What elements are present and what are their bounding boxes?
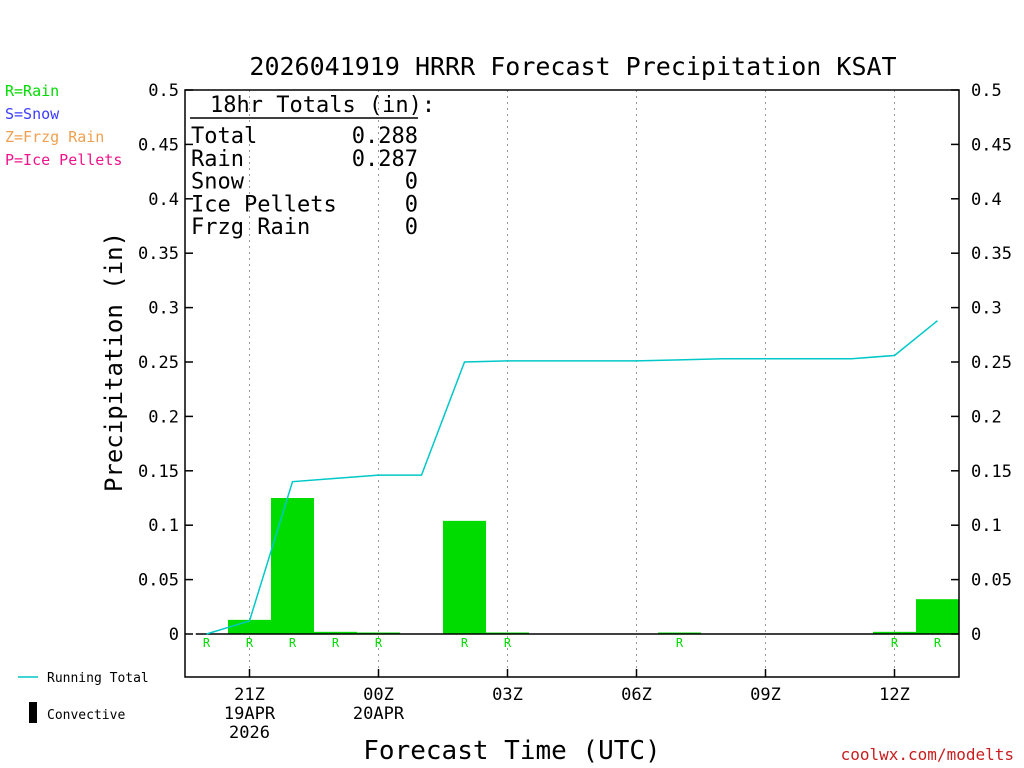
- precip-type-code: R: [676, 636, 684, 650]
- plot-frame: [184, 89, 960, 678]
- x-tick-label: 19APR: [224, 704, 276, 724]
- precip-type-code: R: [891, 636, 899, 650]
- series-legend: Running Total Convective: [18, 671, 149, 723]
- x-tick-label: 20APR: [353, 704, 405, 724]
- y-tick-label: 0: [169, 625, 179, 645]
- x-tick-label: 21Z: [234, 685, 265, 705]
- y-tick-label: 0.4: [971, 190, 1002, 210]
- rain-bar: [443, 520, 486, 634]
- totals-row-value: 0.287: [352, 147, 418, 172]
- bars: [228, 498, 959, 634]
- precip-type-code: R: [375, 636, 383, 650]
- precip-type-code: R: [246, 636, 254, 650]
- credit-text: coolwx.com/modelts: [841, 745, 1014, 764]
- precip-type-code: R: [203, 636, 211, 650]
- type-legend-item: P=Ice Pellets: [5, 151, 122, 169]
- totals-row-value: 0.288: [352, 124, 418, 149]
- y-tick-label: 0.3: [971, 299, 1002, 319]
- chart-title: 2026041919 HRRR Forecast Precipitation K…: [249, 52, 896, 81]
- y-tick-label: 0.05: [138, 571, 179, 591]
- rain-bar: [314, 631, 357, 634]
- y-tick-label: 0.2: [148, 407, 179, 427]
- precip-type-code: R: [934, 636, 942, 650]
- y-axis-label: Precipitation (in): [100, 232, 128, 492]
- y-tick-label: 0.45: [971, 135, 1012, 155]
- y-tick-label: 0.15: [971, 462, 1012, 482]
- y-tick-label: 0.15: [138, 462, 179, 482]
- rain-bar: [873, 631, 916, 634]
- y-tick-label: 0.25: [138, 353, 179, 373]
- y-tick-label: 0.3: [148, 299, 179, 319]
- convective-legend-label: Convective: [47, 708, 125, 723]
- y-tick-label: 0.25: [971, 353, 1012, 373]
- x-tick-label: 2026: [229, 723, 270, 743]
- y-axis-right: 0 0.05 0.1 0.15 0.2 0.25 0.3 0.35 0.4 0.45 0.5: [951, 81, 1012, 645]
- gridlines: [249, 90, 895, 677]
- rain-bar: [271, 498, 314, 634]
- running-total-legend-label: Running Total: [47, 671, 149, 686]
- running-total-line: [206, 320, 938, 635]
- rain-bar: [228, 619, 271, 634]
- totals-row-label: Snow: [191, 170, 245, 195]
- y-tick-label: 0.35: [138, 244, 179, 264]
- x-tick-label: 06Z: [621, 685, 652, 705]
- precip-type-code: R: [332, 636, 340, 650]
- totals-row-value: 0: [405, 170, 418, 195]
- x-tick-label: 09Z: [750, 685, 781, 705]
- x-tick-label: 00Z: [363, 685, 394, 705]
- y-tick-label: 0.35: [971, 244, 1012, 264]
- y-tick-label: 0.4: [148, 190, 179, 210]
- type-legend-item: S=Snow: [5, 105, 60, 123]
- x-tick-label: 12Z: [879, 685, 910, 705]
- precip-type-code: R: [461, 636, 469, 650]
- y-tick-label: 0.2: [971, 407, 1002, 427]
- y-tick-label: 0.45: [138, 135, 179, 155]
- precip-type-code: R: [504, 636, 512, 650]
- y-tick-label: 0: [971, 625, 981, 645]
- totals-row-label: Rain: [191, 147, 244, 172]
- totals-row-value: 0: [405, 192, 418, 217]
- totals-row-label: Ice Pellets: [191, 192, 337, 217]
- y-tick-label: 0.5: [971, 81, 1002, 101]
- convective-legend-swatch: [29, 702, 37, 723]
- precip-type-code: R: [289, 636, 297, 650]
- x-tick-label: 03Z: [492, 685, 523, 705]
- type-legend-item: R=Rain: [5, 82, 59, 100]
- type-legend: R=Rain S=Snow Z=Frzg Rain P=Ice Pellets: [5, 82, 122, 169]
- y-tick-label: 0.1: [971, 516, 1002, 536]
- rain-bar: [916, 599, 959, 634]
- totals-row-value: 0: [405, 215, 418, 240]
- y-axis-left: 0 0.05 0.1 0.15 0.2 0.25 0.3 0.35 0.4 0.45 0.5: [138, 81, 193, 645]
- y-tick-label: 0.1: [148, 516, 179, 536]
- running-total: [206, 320, 938, 635]
- totals-box: 18hr Totals (in): Total 0.288 Rain 0.287 Snow…: [190, 93, 435, 240]
- y-tick-label: 0.5: [148, 81, 179, 101]
- type-legend-item: Z=Frzg Rain: [5, 128, 104, 146]
- totals-heading: 18hr Totals (in):: [210, 93, 435, 118]
- y-tick-label: 0.05: [971, 571, 1012, 591]
- x-axis-label: Forecast Time (UTC): [363, 736, 660, 766]
- totals-row-label: Total: [191, 124, 257, 149]
- totals-row-label: Frzg Rain: [191, 215, 310, 240]
